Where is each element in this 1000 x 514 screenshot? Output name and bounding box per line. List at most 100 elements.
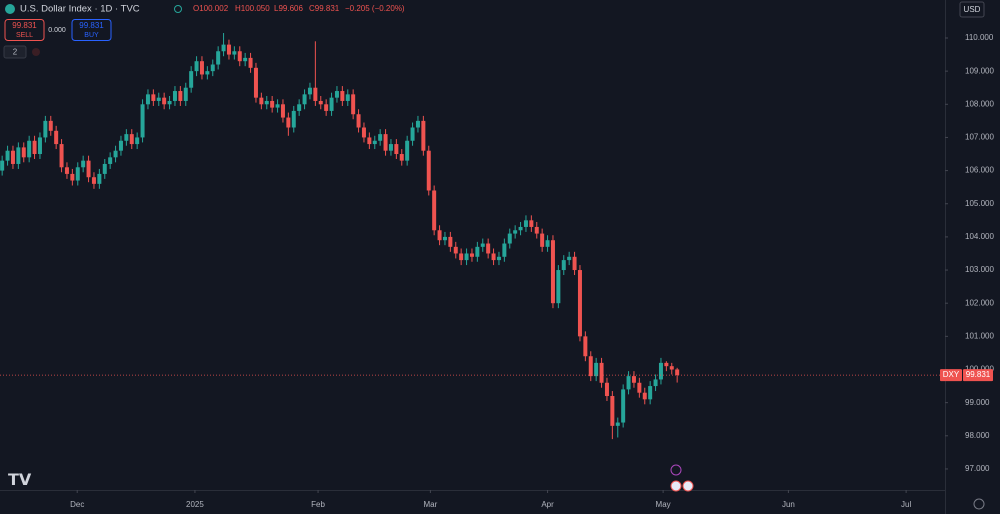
candle-body [145,94,150,105]
y-tick-label: 106.000 [965,166,994,175]
candle-body [486,243,491,254]
candle-body [345,94,350,101]
candle-body [426,150,431,191]
candle-body [502,243,507,257]
candle-body [356,114,361,128]
candle-body [16,147,21,164]
candle-body [286,117,291,128]
candle-body [102,163,107,174]
currency: USD [964,5,981,14]
candle-body [259,97,264,105]
candle-body [70,173,75,181]
candle-body [264,100,269,105]
candle-body [621,389,626,423]
candle-body [253,67,258,98]
candle-body [162,97,167,105]
sell-label: SELL [16,32,33,39]
candle-body [415,120,420,128]
change: −0.205 (−0.20%) [345,4,405,13]
candle-body [653,379,658,387]
y-tick-label: 109.000 [965,66,994,75]
candle-body [658,362,663,380]
candle-body [118,140,123,151]
candle-body [48,120,53,131]
candle-body [210,64,215,72]
candle-body [307,87,312,95]
candle-body [172,91,177,101]
candle-body [243,57,248,62]
candle-body [297,104,302,111]
candle-body [329,97,334,111]
candle-body [108,157,113,164]
currency-button[interactable] [959,1,985,18]
candle-body [399,154,404,161]
candle-body [664,362,669,367]
candle-body [604,382,609,397]
candle-body [588,356,593,377]
indicators-toggle[interactable] [3,45,27,59]
candle-body [442,236,447,241]
candle-body [156,97,161,101]
candle-body [545,240,550,247]
candle-body [615,422,620,426]
candle-body [340,91,345,101]
candle-body [10,150,15,164]
candle-body [464,253,469,261]
candle-body [5,150,10,161]
candle-body [453,246,458,254]
buy-price: 99.831 [79,21,104,30]
candle-body [135,137,140,145]
last-price-symbol: DXY [943,370,960,379]
candle-body [394,144,399,155]
event-icon [682,480,694,492]
candle-body [324,104,329,111]
candle-body [583,336,588,357]
sell-button[interactable] [4,19,45,41]
candle-body [32,140,37,155]
candle-body [194,61,199,72]
candle-body [183,87,188,101]
buy-button[interactable] [71,19,112,41]
candle-body [459,253,464,261]
candle-body [421,120,426,151]
candle-body [113,150,118,158]
symbol-title[interactable]: U.S. Dollar Index · 1D · TVC [20,4,140,15]
candle-body [475,246,480,257]
candle-body [124,134,129,141]
candle-body [248,57,253,68]
candle-body [594,362,599,377]
x-tick-label: Jun [782,500,795,509]
candle-body [496,256,501,261]
candle-body [567,256,572,261]
candle-body [205,71,210,75]
candle-body [37,137,42,155]
candle-body [405,140,410,161]
candle-body [81,160,86,168]
candle-body [513,230,518,234]
candle-body [561,260,566,271]
y-tick-label: 108.000 [965,99,994,108]
candle-body [129,134,134,145]
candle-body [675,369,680,376]
candle-body [216,51,221,65]
candle-body [334,91,339,98]
price-badge [963,369,993,382]
candle-body [361,127,366,138]
candle-body [631,376,636,383]
candle-body [599,362,604,383]
candle-body [232,51,237,55]
candle-body [189,71,194,88]
candle-body [199,61,204,75]
candle-body [448,236,453,247]
candle-body [0,160,5,171]
candle-body [54,130,59,145]
y-tick-label: 103.000 [965,265,994,274]
spread: 0.000 [48,27,66,34]
settings-icon[interactable] [973,498,985,510]
candle-body [648,386,653,400]
candle-body [372,140,377,145]
candle-body [469,253,474,257]
x-tick-label: Feb [311,500,325,509]
candle-body [518,226,523,231]
candle-body [86,160,91,178]
